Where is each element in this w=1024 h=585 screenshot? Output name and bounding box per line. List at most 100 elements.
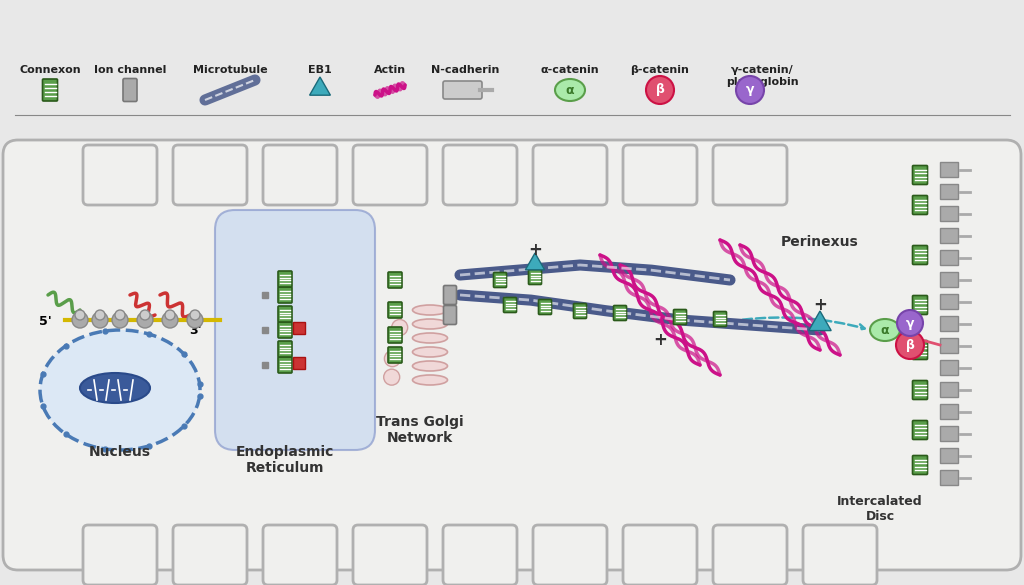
Text: +: +	[528, 241, 542, 259]
Ellipse shape	[870, 319, 900, 341]
Text: +: +	[813, 296, 827, 314]
FancyBboxPatch shape	[912, 295, 928, 315]
FancyBboxPatch shape	[534, 145, 607, 205]
FancyBboxPatch shape	[443, 81, 482, 99]
FancyBboxPatch shape	[912, 340, 928, 360]
FancyBboxPatch shape	[912, 246, 928, 264]
FancyBboxPatch shape	[83, 525, 157, 585]
FancyBboxPatch shape	[278, 271, 292, 287]
Bar	[293, 357, 305, 369]
Text: α: α	[881, 324, 889, 336]
Ellipse shape	[413, 319, 447, 329]
FancyBboxPatch shape	[278, 322, 292, 338]
FancyBboxPatch shape	[278, 357, 292, 373]
FancyBboxPatch shape	[83, 145, 157, 205]
Circle shape	[137, 312, 153, 328]
FancyBboxPatch shape	[674, 309, 686, 325]
Circle shape	[92, 312, 108, 328]
Bar	[293, 322, 305, 334]
Bar	[940, 404, 958, 419]
FancyBboxPatch shape	[713, 145, 787, 205]
FancyBboxPatch shape	[573, 304, 587, 318]
Bar	[940, 272, 958, 287]
FancyBboxPatch shape	[353, 525, 427, 585]
Circle shape	[162, 312, 178, 328]
FancyBboxPatch shape	[494, 273, 507, 287]
FancyBboxPatch shape	[388, 272, 402, 288]
Text: γ: γ	[906, 316, 914, 329]
FancyBboxPatch shape	[173, 145, 247, 205]
FancyBboxPatch shape	[613, 305, 627, 321]
FancyBboxPatch shape	[528, 270, 542, 284]
Text: Perinexus: Perinexus	[781, 235, 859, 249]
FancyBboxPatch shape	[713, 525, 787, 585]
Circle shape	[190, 310, 200, 320]
Circle shape	[95, 310, 105, 320]
FancyBboxPatch shape	[912, 380, 928, 400]
Text: 3': 3'	[188, 324, 202, 337]
FancyBboxPatch shape	[623, 145, 697, 205]
Ellipse shape	[80, 373, 150, 403]
Bar	[940, 206, 958, 221]
Text: β: β	[905, 339, 914, 352]
Circle shape	[384, 369, 399, 385]
Bar	[940, 426, 958, 441]
FancyBboxPatch shape	[443, 305, 457, 325]
Text: Trans Golgi
Network: Trans Golgi Network	[376, 415, 464, 445]
Bar	[940, 250, 958, 265]
Ellipse shape	[413, 305, 447, 315]
Text: Ion channel: Ion channel	[94, 65, 166, 75]
Text: β: β	[655, 84, 665, 97]
Text: Endoplasmic
Reticulum: Endoplasmic Reticulum	[236, 445, 334, 475]
FancyBboxPatch shape	[714, 311, 726, 326]
Text: EB1: EB1	[308, 65, 332, 75]
FancyBboxPatch shape	[623, 525, 697, 585]
Circle shape	[115, 310, 125, 320]
Ellipse shape	[413, 347, 447, 357]
Text: β-catenin: β-catenin	[631, 65, 689, 75]
FancyBboxPatch shape	[539, 300, 552, 315]
Circle shape	[896, 331, 924, 359]
Circle shape	[187, 312, 203, 328]
Text: α: α	[565, 84, 574, 97]
Bar	[940, 162, 958, 177]
Bar	[940, 448, 958, 463]
Ellipse shape	[413, 361, 447, 371]
Bar	[940, 360, 958, 375]
FancyBboxPatch shape	[278, 341, 292, 357]
FancyBboxPatch shape	[912, 195, 928, 215]
FancyBboxPatch shape	[388, 302, 402, 318]
FancyBboxPatch shape	[912, 456, 928, 474]
Polygon shape	[309, 77, 331, 95]
Bar	[940, 228, 958, 243]
FancyBboxPatch shape	[263, 525, 337, 585]
FancyBboxPatch shape	[443, 525, 517, 585]
FancyBboxPatch shape	[173, 525, 247, 585]
FancyBboxPatch shape	[504, 298, 516, 312]
Text: Microtubule: Microtubule	[193, 65, 267, 75]
FancyBboxPatch shape	[263, 145, 337, 205]
FancyBboxPatch shape	[215, 210, 375, 450]
Ellipse shape	[555, 79, 585, 101]
FancyBboxPatch shape	[278, 306, 292, 322]
Text: Nucleus: Nucleus	[89, 445, 151, 459]
Circle shape	[646, 76, 674, 104]
Ellipse shape	[413, 333, 447, 343]
Text: Intercalated
Disc: Intercalated Disc	[838, 495, 923, 523]
FancyBboxPatch shape	[534, 525, 607, 585]
Bar	[940, 294, 958, 309]
Polygon shape	[525, 253, 545, 270]
Text: α-catenin: α-catenin	[541, 65, 599, 75]
Bar	[940, 338, 958, 353]
FancyBboxPatch shape	[123, 78, 137, 102]
FancyBboxPatch shape	[803, 525, 877, 585]
Circle shape	[897, 310, 923, 336]
Text: N-cadherin: N-cadherin	[431, 65, 499, 75]
FancyBboxPatch shape	[912, 166, 928, 184]
Bar	[940, 470, 958, 485]
Circle shape	[72, 312, 88, 328]
FancyBboxPatch shape	[443, 145, 517, 205]
Ellipse shape	[40, 330, 200, 450]
Circle shape	[165, 310, 175, 320]
Text: Connexon: Connexon	[19, 65, 81, 75]
